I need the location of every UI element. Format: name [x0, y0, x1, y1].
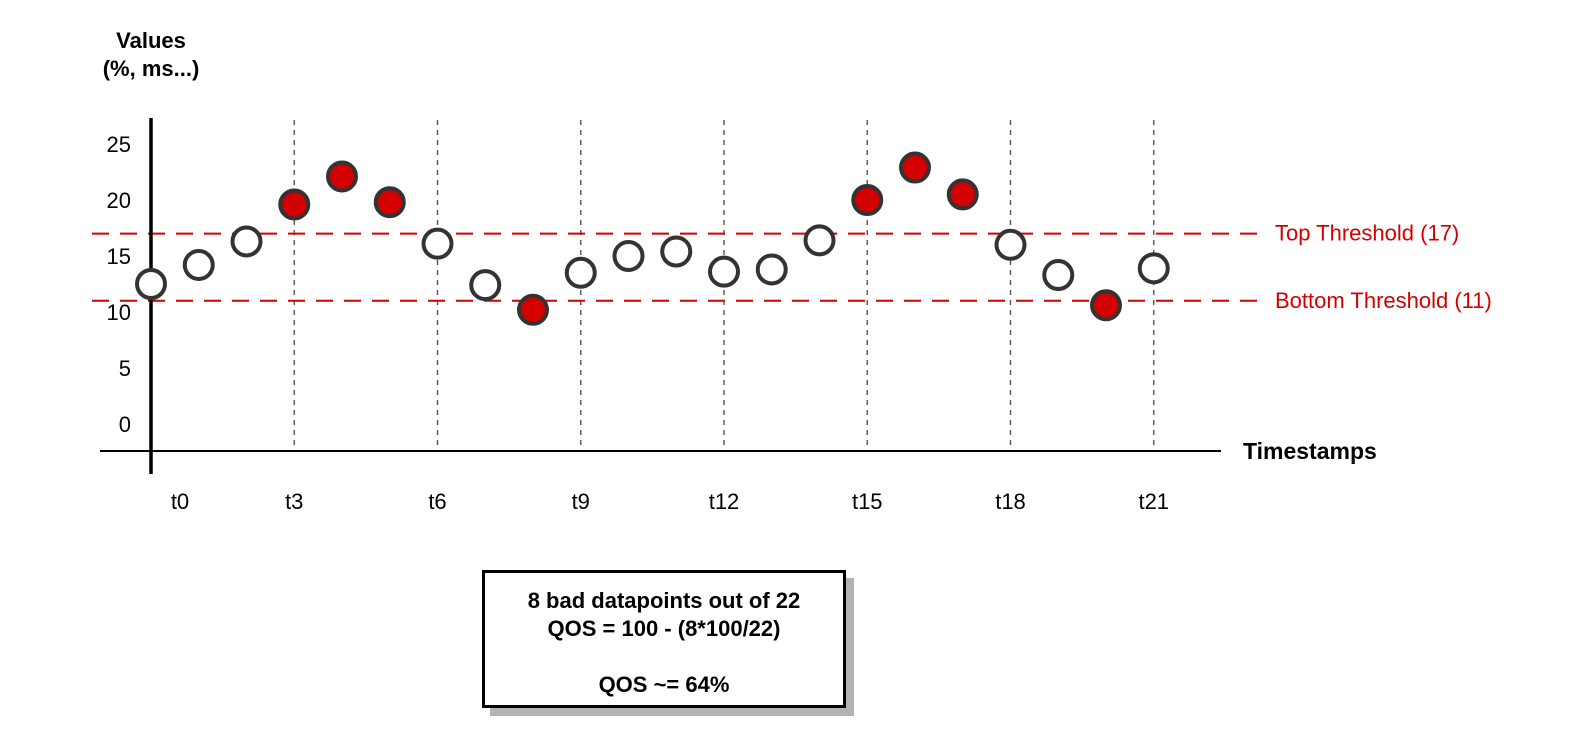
good-datapoint-11	[660, 235, 693, 268]
good-datapoint-2	[230, 225, 263, 258]
y-axis-title-line2: (%, ms...)	[103, 56, 200, 81]
bad-datapoint-8	[517, 293, 549, 326]
threshold-label-0: Top Threshold (17)	[1275, 221, 1459, 246]
bad-datapoint-20	[1090, 289, 1122, 322]
x-tick-t21: t21	[1138, 489, 1169, 514]
y-tick-15: 15	[107, 244, 131, 269]
summary-spacer	[485, 643, 843, 671]
bad-datapoint-4	[326, 160, 358, 193]
summary-formula: QOS = 100 - (8*100/22)	[547, 616, 781, 641]
y-tick-20: 20	[107, 188, 131, 213]
x-tick-t9: t9	[572, 489, 590, 514]
good-datapoint-10	[612, 240, 645, 272]
x-tick-t3: t3	[285, 489, 303, 514]
x-tick-t15: t15	[852, 489, 883, 514]
bad-datapoint-16	[899, 151, 931, 184]
good-datapoint-12	[708, 255, 740, 288]
summary-bad-count: 8 bad datapoints out of 22	[527, 588, 801, 613]
good-datapoint-7	[469, 269, 502, 302]
qos-summary-box: 8 bad datapoints out of 22 QOS = 100 - (…	[482, 570, 846, 708]
y-tick-10: 10	[107, 300, 131, 325]
good-datapoint-6	[421, 227, 454, 260]
good-datapoint-21	[1137, 252, 1170, 285]
good-datapoint-18	[994, 228, 1027, 261]
threshold-label-1: Bottom Threshold (11)	[1275, 288, 1492, 313]
bad-datapoint-3	[278, 188, 311, 221]
x-axis-title: Timestamps	[1243, 438, 1377, 464]
bad-datapoint-5	[373, 186, 406, 219]
y-axis-title-line1: Values	[116, 28, 186, 53]
good-datapoint-0	[135, 268, 167, 300]
good-datapoint-13	[755, 253, 788, 286]
x-tick-t12: t12	[709, 489, 740, 514]
y-tick-5: 5	[119, 356, 131, 381]
bad-datapoint-15	[851, 184, 884, 216]
good-datapoint-1	[182, 248, 215, 281]
good-datapoint-14	[803, 224, 836, 257]
y-tick-0: 0	[119, 412, 131, 437]
good-datapoint-19	[1042, 259, 1075, 292]
summary-result: QOS ~= 64%	[598, 672, 730, 697]
x-tick-t0: t0	[171, 489, 189, 514]
x-tick-t18: t18	[995, 489, 1026, 514]
bad-datapoint-17	[946, 178, 979, 211]
good-datapoint-9	[564, 256, 597, 289]
y-tick-25: 25	[107, 132, 131, 157]
x-tick-t6: t6	[428, 489, 446, 514]
